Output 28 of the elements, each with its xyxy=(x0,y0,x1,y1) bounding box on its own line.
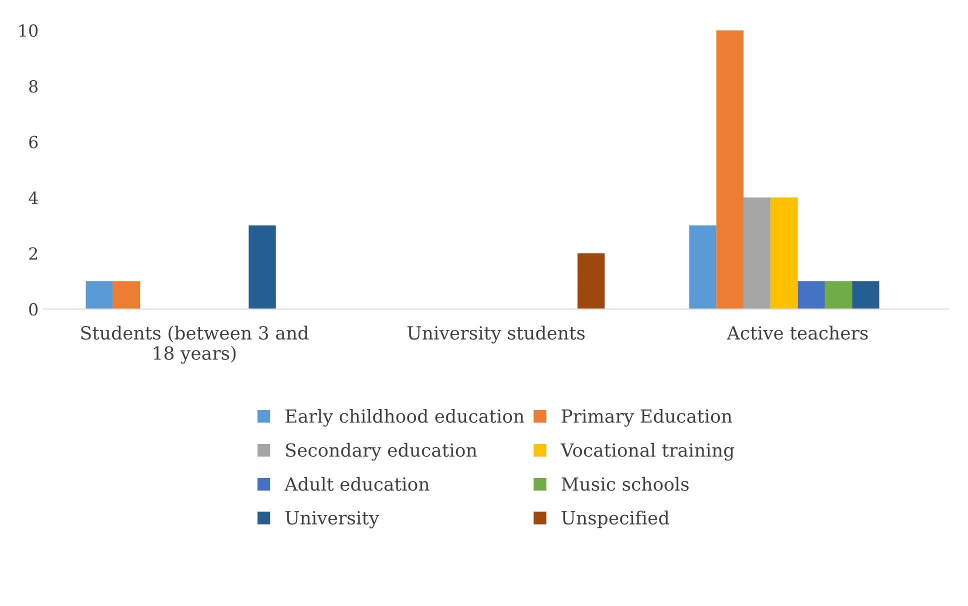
bar xyxy=(689,225,716,310)
legend-label: Early childhood education xyxy=(286,408,524,427)
y-tick-label: 4 xyxy=(28,192,38,204)
y-tick-label: 0 xyxy=(29,303,38,316)
legend-label: Unspecified xyxy=(562,510,670,528)
legend-label: University xyxy=(285,511,380,528)
bar xyxy=(248,225,276,310)
legend-label: Primary Education xyxy=(562,408,732,427)
x-tick-label: Students (between 3 and 18 years) xyxy=(81,326,309,364)
y-tick-label: 6 xyxy=(29,136,38,148)
x-tick-label: University students xyxy=(407,326,585,344)
bar xyxy=(824,281,852,310)
bar xyxy=(852,281,880,310)
bar xyxy=(716,30,744,310)
legend-label: Music schools xyxy=(562,476,689,491)
bar xyxy=(112,281,140,310)
legend-label: Secondary education xyxy=(286,442,477,461)
bar xyxy=(743,198,771,310)
bar xyxy=(770,198,798,310)
y-tick-label: 10 xyxy=(20,24,38,37)
x-tick-label: Active teachers xyxy=(726,326,868,340)
bar xyxy=(86,281,113,310)
legend-label: Vocational training xyxy=(560,442,734,461)
y-tick-label: 8 xyxy=(29,80,38,93)
bar xyxy=(578,253,605,310)
legend-label: Adult education xyxy=(284,476,430,491)
bar xyxy=(798,281,825,310)
y-tick-label: 2 xyxy=(29,247,38,260)
